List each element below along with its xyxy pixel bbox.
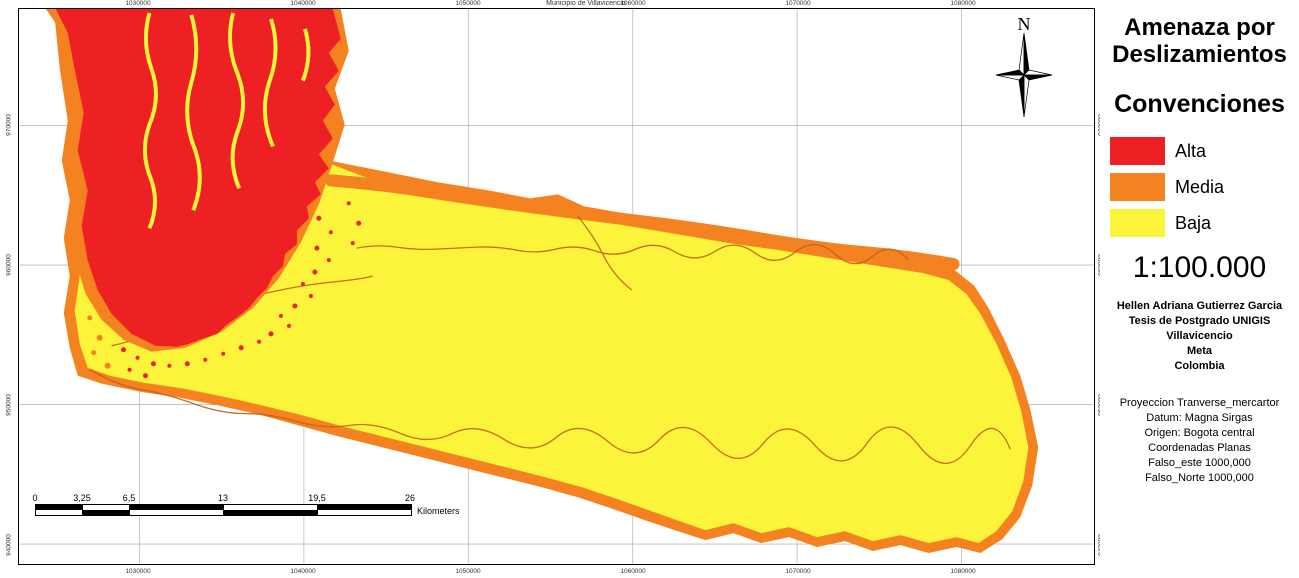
- media-speckles: [87, 315, 111, 369]
- grid-label-top: 1040000: [290, 0, 316, 7]
- north-arrow: N: [986, 15, 1062, 125]
- credit-line: Villavicencio: [1166, 330, 1233, 342]
- projection-line: Coordenadas Planas: [1148, 442, 1251, 454]
- projection-line: Datum: Magna Sirgas: [1146, 412, 1253, 424]
- legend-label: Media: [1175, 176, 1225, 197]
- projection-line: Proyeccion Tranverse_mercartor: [1119, 397, 1280, 409]
- north-label: N: [1017, 14, 1031, 34]
- credit-line: Tesis de Postgrado UNIGIS: [1128, 315, 1271, 327]
- alta-valley-streaks: [142, 12, 311, 229]
- credit-line: Meta: [1186, 345, 1213, 357]
- grid-label-bottom: 1030000: [125, 568, 151, 575]
- scale-tick: 0: [32, 493, 38, 503]
- scale-tick: 6,5: [122, 493, 136, 503]
- grid-label-top: 1070000: [785, 0, 811, 7]
- grid-label-top: 1050000: [455, 0, 481, 7]
- legend-label: Baja: [1175, 212, 1212, 233]
- alta-speckles: [121, 201, 362, 379]
- grid-label-bottom: 1060000: [620, 568, 646, 575]
- map-frame: N 0 3,25 6,5 13 19,5 26: [18, 8, 1095, 565]
- grid-label-left: 950000: [5, 394, 13, 416]
- legend-item-baja: Baja: [1110, 209, 1299, 237]
- legend-panel: Amenaza por Deslizamientos Convenciones …: [1100, 0, 1299, 578]
- legend-swatch-media: [1110, 173, 1165, 201]
- map-top-title: Municipio de Villavicencio: [546, 0, 626, 7]
- legend-label: Alta: [1175, 140, 1207, 161]
- scale-bar-graphic: [35, 504, 412, 516]
- scale-tick: 19,5: [308, 493, 326, 503]
- grid-label-bottom: 1050000: [455, 568, 481, 575]
- projection-block: Proyeccion Tranverse_mercartor Datum: Ma…: [1100, 396, 1299, 486]
- map-scale-text: 1:100.000: [1132, 251, 1267, 284]
- hazard-media-band: [324, 174, 960, 271]
- grid-label-bottom: 1040000: [290, 568, 316, 575]
- scale-bar: 0 3,25 6,5 13 19,5 26: [32, 493, 505, 523]
- grid-label-top: 1030000: [125, 0, 151, 7]
- grid-label-bottom: 1070000: [785, 568, 811, 575]
- compass-star-icon: [995, 32, 1053, 118]
- river-upper: [356, 244, 910, 265]
- grid-label-left: 940000: [5, 534, 13, 556]
- legend-item-media: Media: [1110, 173, 1299, 201]
- legend-heading: Convenciones: [1114, 90, 1285, 118]
- scale-bar-unit: Kilometers: [417, 506, 460, 516]
- scale-bar-labels: 0 3,25 6,5 13 19,5 26: [32, 493, 505, 504]
- legend-item-alta: Alta: [1110, 137, 1299, 165]
- grid-label-top: 1060000: [620, 0, 646, 7]
- credit-line: Colombia: [1174, 360, 1225, 372]
- legend-swatch-alta: [1110, 137, 1165, 165]
- map-territory: [19, 9, 1094, 564]
- projection-line: Origen: Bogota central: [1144, 427, 1255, 439]
- scale-tick: 26: [404, 493, 416, 503]
- river-meander: [89, 369, 1011, 464]
- river-branch: [577, 215, 633, 291]
- map-title: Amenaza por Deslizamientos: [1112, 14, 1287, 68]
- scale-tick: 13: [217, 493, 229, 503]
- credits-block: Hellen Adriana Gutierrez Garcia Tesis de…: [1100, 299, 1299, 374]
- grid-label-top: 1080000: [950, 0, 976, 7]
- projection-line: Falso_Norte 1000,000: [1145, 472, 1254, 484]
- scale-tick: 3,25: [73, 493, 91, 503]
- grid-label-left: 960000: [5, 254, 13, 276]
- projection-line: Falso_este 1000,000: [1148, 457, 1251, 469]
- credit-line: Hellen Adriana Gutierrez Garcia: [1116, 300, 1283, 312]
- grid-label-bottom: 1080000: [950, 568, 976, 575]
- legend-swatch-baja: [1110, 209, 1165, 237]
- legend: Alta Media Baja: [1100, 137, 1299, 237]
- grid-label-left: 970000: [5, 114, 13, 136]
